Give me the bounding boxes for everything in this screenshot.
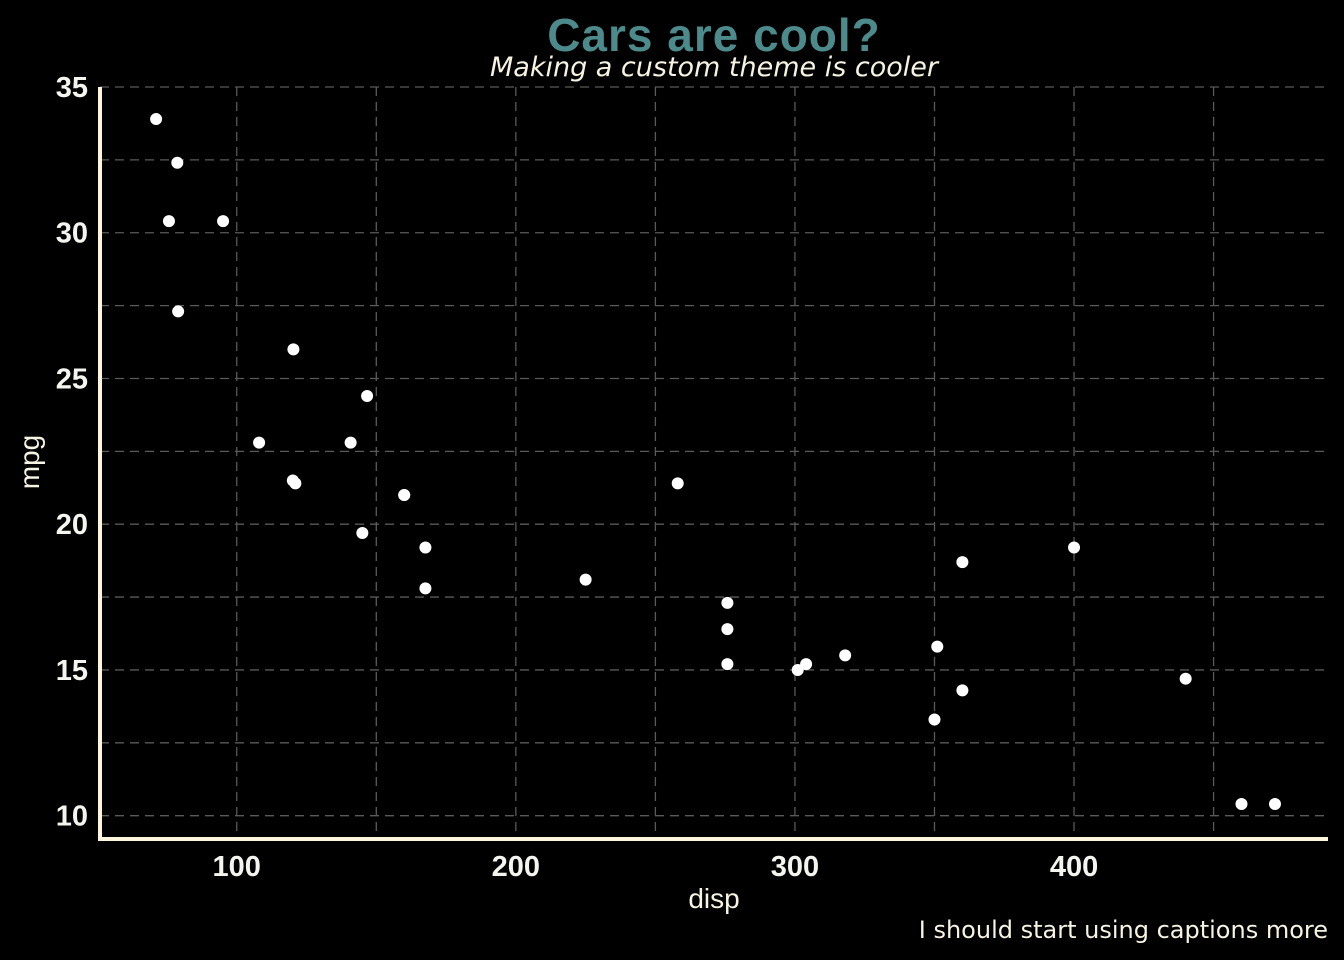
data-point [217, 215, 230, 228]
data-point [150, 113, 163, 126]
chart-caption: I should start using captions more [918, 916, 1328, 944]
x-tick-label: 100 [213, 851, 261, 883]
data-point [956, 556, 969, 569]
y-tick-label: 35 [56, 72, 88, 104]
data-point [800, 658, 813, 671]
y-tick-label: 10 [56, 801, 88, 833]
data-point [172, 305, 185, 318]
chart-subtitle: Making a custom theme is cooler [489, 52, 938, 83]
y-tick-label: 20 [56, 509, 88, 541]
data-point [162, 215, 175, 228]
data-point [956, 684, 969, 697]
data-point [1068, 541, 1081, 554]
chart-title: Cars are cool? [547, 9, 881, 61]
data-points [150, 113, 1281, 811]
grid-lines [100, 86, 1328, 839]
data-point [361, 389, 374, 402]
data-point [1268, 798, 1281, 811]
x-tick-label: 300 [771, 851, 819, 883]
data-point [1179, 672, 1192, 685]
data-point [419, 582, 432, 595]
axes [98, 87, 1328, 841]
data-point [791, 663, 804, 676]
y-tick-label: 30 [56, 218, 88, 250]
data-point [671, 477, 684, 490]
data-point [931, 640, 944, 653]
data-point [344, 436, 357, 449]
tick-labels: 100 200 300 400 10 15 20 25 30 35 [56, 72, 1098, 883]
x-tick-label: 400 [1050, 851, 1098, 883]
data-point [579, 573, 592, 586]
data-point [721, 596, 734, 609]
y-tick-label: 25 [56, 363, 88, 395]
data-point [1235, 798, 1248, 811]
data-point [253, 436, 266, 449]
data-point [419, 541, 432, 554]
y-axis-title: mpg [14, 434, 45, 490]
data-point [721, 658, 734, 671]
data-point [289, 477, 302, 490]
data-point [287, 343, 300, 356]
data-point [398, 489, 411, 502]
data-point [928, 713, 941, 726]
data-point [721, 623, 734, 636]
x-tick-label: 200 [492, 851, 540, 883]
data-point [356, 526, 369, 539]
data-point [839, 649, 852, 662]
y-tick-label: 15 [56, 655, 88, 687]
x-axis-title: disp [688, 883, 740, 914]
data-point [171, 156, 184, 169]
